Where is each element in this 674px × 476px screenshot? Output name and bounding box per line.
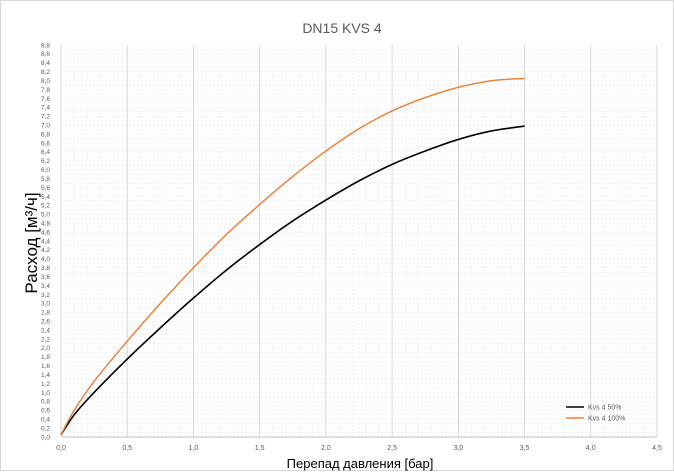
y-tick-label: 3,2 (41, 292, 50, 299)
y-tick-label: 8,4 (41, 60, 50, 67)
y-tick-label: 8,2 (41, 69, 50, 76)
y-tick-label: 2,0 (41, 345, 50, 352)
y-tick-label: 1,0 (41, 390, 50, 397)
x-tick-label: 3,5 (520, 445, 530, 452)
y-tick-label: 7,2 (41, 114, 50, 121)
x-tick-label: 2,5 (387, 445, 397, 452)
y-tick-label: 3,6 (41, 274, 50, 281)
x-tick-label: 2,0 (321, 445, 331, 452)
y-tick-label: 6,0 (41, 167, 50, 174)
y-axis-title: Расход [м³/ч] (22, 192, 41, 293)
y-tick-label: 5,4 (41, 194, 50, 201)
y-tick-label: 6,8 (41, 131, 50, 138)
y-tick-label: 2,4 (41, 327, 50, 334)
y-tick-label: 0,4 (41, 416, 50, 423)
y-tick-label: 5,0 (41, 212, 50, 219)
series-line-kvs-4-100 (60, 77, 525, 436)
y-tick-label: 6,4 (41, 149, 50, 156)
y-tick-label: 2,8 (41, 310, 50, 317)
y-tick-label: 1,8 (41, 354, 50, 361)
y-tick-label: 0,8 (41, 399, 50, 406)
y-tick-label: 8,6 (41, 51, 50, 58)
series-layer (60, 77, 525, 436)
y-tick-label: 7,4 (41, 105, 50, 112)
y-tick-label: 0,0 (41, 434, 50, 441)
x-tick-label: 3,0 (453, 445, 463, 452)
y-tick-label: 5,6 (41, 185, 50, 192)
x-tick-label: 4,0 (586, 445, 596, 452)
y-tick-label: 2,2 (41, 336, 50, 343)
x-tick-label: 0,5 (122, 445, 132, 452)
legend-label-kvs-4-100: Kvs 4 100% (588, 416, 625, 423)
x-tick-label: 1,5 (255, 445, 265, 452)
y-tick-label: 2,6 (41, 318, 50, 325)
x-axis-title: Перепад давления [бар] (287, 456, 434, 471)
x-tick-label: 4,5 (652, 445, 662, 452)
y-tick-label: 1,2 (41, 381, 50, 388)
axis-layer: 0,0 0,5 1,0 1,5 2,0 2,5 3,0 3,5 4,0 4,50,00,20,40… (41, 42, 662, 452)
y-tick-label: 5,8 (41, 176, 50, 183)
y-tick-label: 5,2 (41, 203, 50, 210)
y-tick-label: 0,6 (41, 408, 50, 415)
grid-layer (60, 44, 658, 438)
y-tick-label: 1,6 (41, 363, 50, 370)
legend-label-kvs-4-50: Kvs 4 50% (588, 405, 621, 412)
y-tick-label: 4,2 (41, 247, 50, 254)
y-tick-label: 7,6 (41, 96, 50, 103)
y-tick-label: 4,4 (41, 238, 50, 245)
y-tick-label: 6,6 (41, 140, 50, 147)
x-tick-label: 0,0 (56, 445, 66, 452)
y-tick-label: 4,6 (41, 229, 50, 236)
series-line-kvs-4-50 (60, 125, 525, 436)
y-tick-label: 3,8 (41, 265, 50, 272)
y-tick-label: 0,2 (41, 425, 50, 432)
y-tick-label: 6,2 (41, 158, 50, 165)
y-tick-label: 3,4 (41, 283, 50, 290)
legend: Kvs 4 50% Kvs 4 100% (566, 405, 625, 423)
chart-title: DN15 KVS 4 (302, 20, 382, 36)
y-tick-label: 8,8 (41, 42, 50, 49)
x-tick-label: 1,0 (189, 445, 199, 452)
y-tick-label: 8,0 (41, 78, 50, 85)
y-tick-label: 4,8 (41, 220, 50, 227)
y-tick-label: 1,4 (41, 372, 50, 379)
y-tick-label: 4,0 (41, 256, 50, 263)
y-tick-label: 7,0 (41, 122, 50, 129)
y-tick-label: 7,8 (41, 87, 50, 94)
y-tick-label: 3,0 (41, 301, 50, 308)
